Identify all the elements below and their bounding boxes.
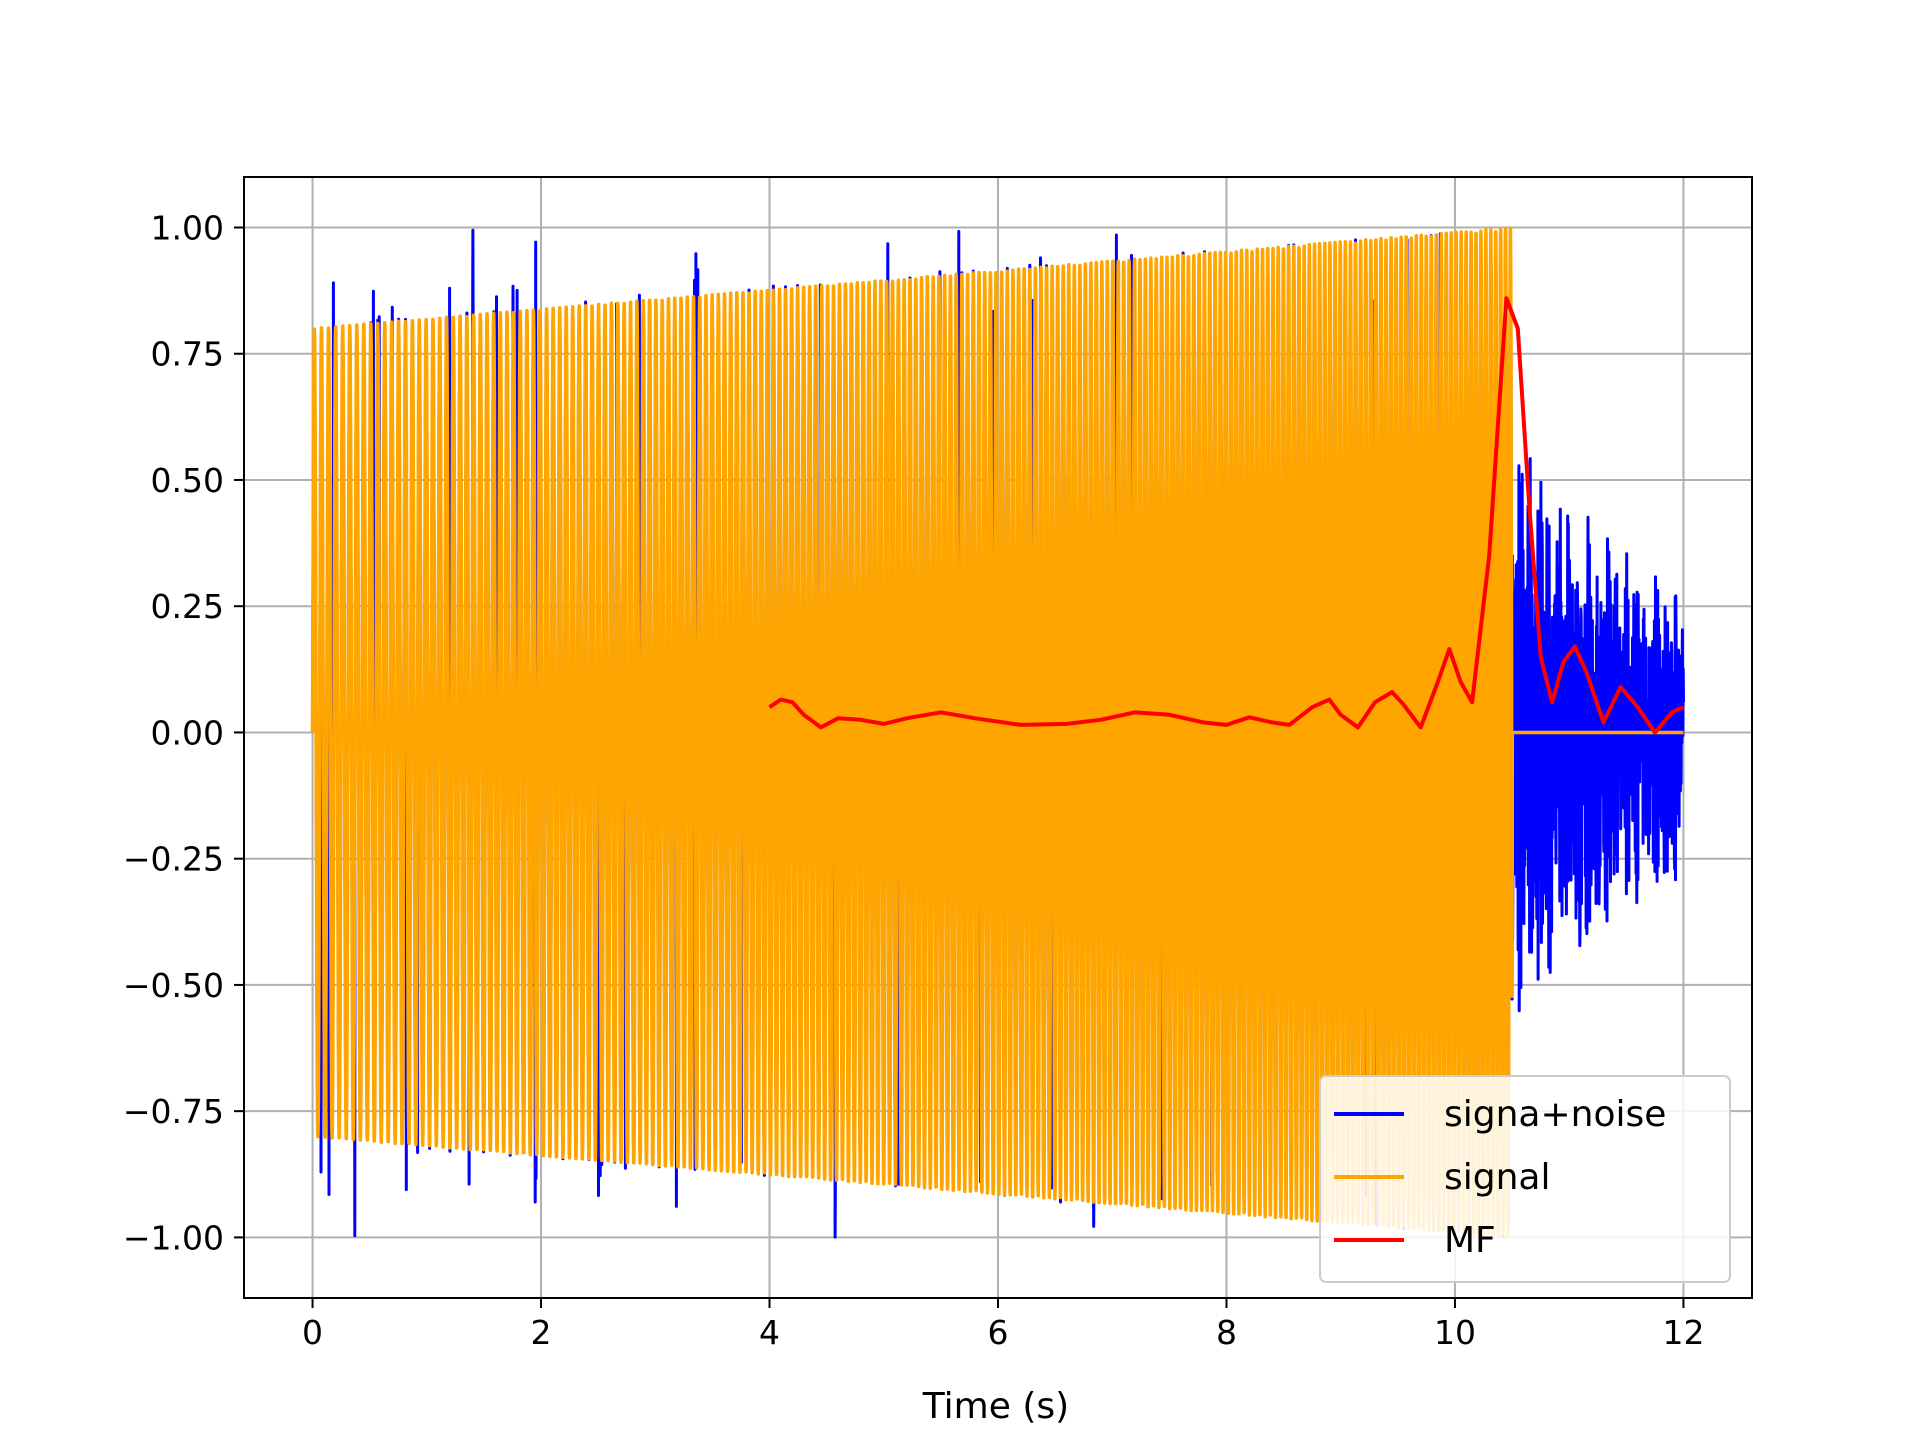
legend-label: signal xyxy=(1444,1157,1551,1198)
x-axis: 0 2 4 6 8 10 12 xyxy=(302,1298,1704,1352)
series-line-mf xyxy=(768,296,1685,735)
x-tick-label: 4 xyxy=(759,1313,780,1352)
x-tick-label: 2 xyxy=(531,1313,552,1352)
y-tick-label: −0.75 xyxy=(123,1092,224,1131)
y-tick-label: −1.00 xyxy=(123,1218,224,1257)
x-tick-label: 8 xyxy=(1216,1313,1237,1352)
y-tick-label: −0.50 xyxy=(123,966,224,1005)
x-tick-label: 0 xyxy=(302,1313,323,1352)
y-tick-label: 0.75 xyxy=(151,335,224,374)
legend: signa+noise signal MF xyxy=(1319,1075,1731,1283)
series-line-signal xyxy=(310,226,1686,1239)
x-tick-label: 12 xyxy=(1662,1313,1704,1352)
y-tick-label: 1.00 xyxy=(151,208,224,247)
series-layer xyxy=(310,226,1686,1239)
x-tick-label: 6 xyxy=(988,1313,1009,1352)
y-axis: 1.00 0.75 0.50 0.25 0.00 −0.25 −0.50 −0.75 −1.00 xyxy=(123,208,244,1257)
y-tick-label: 0.00 xyxy=(151,713,224,752)
legend-box xyxy=(1319,1075,1731,1283)
x-axis-label: Time (s) xyxy=(922,1386,1069,1427)
legend-label: MF xyxy=(1444,1220,1496,1261)
x-tick-label: 10 xyxy=(1434,1313,1476,1352)
legend-label: signa+noise xyxy=(1444,1094,1666,1135)
y-tick-label: 0.50 xyxy=(151,461,224,500)
y-tick-label: 0.25 xyxy=(151,587,224,626)
y-tick-label: −0.25 xyxy=(123,840,224,879)
